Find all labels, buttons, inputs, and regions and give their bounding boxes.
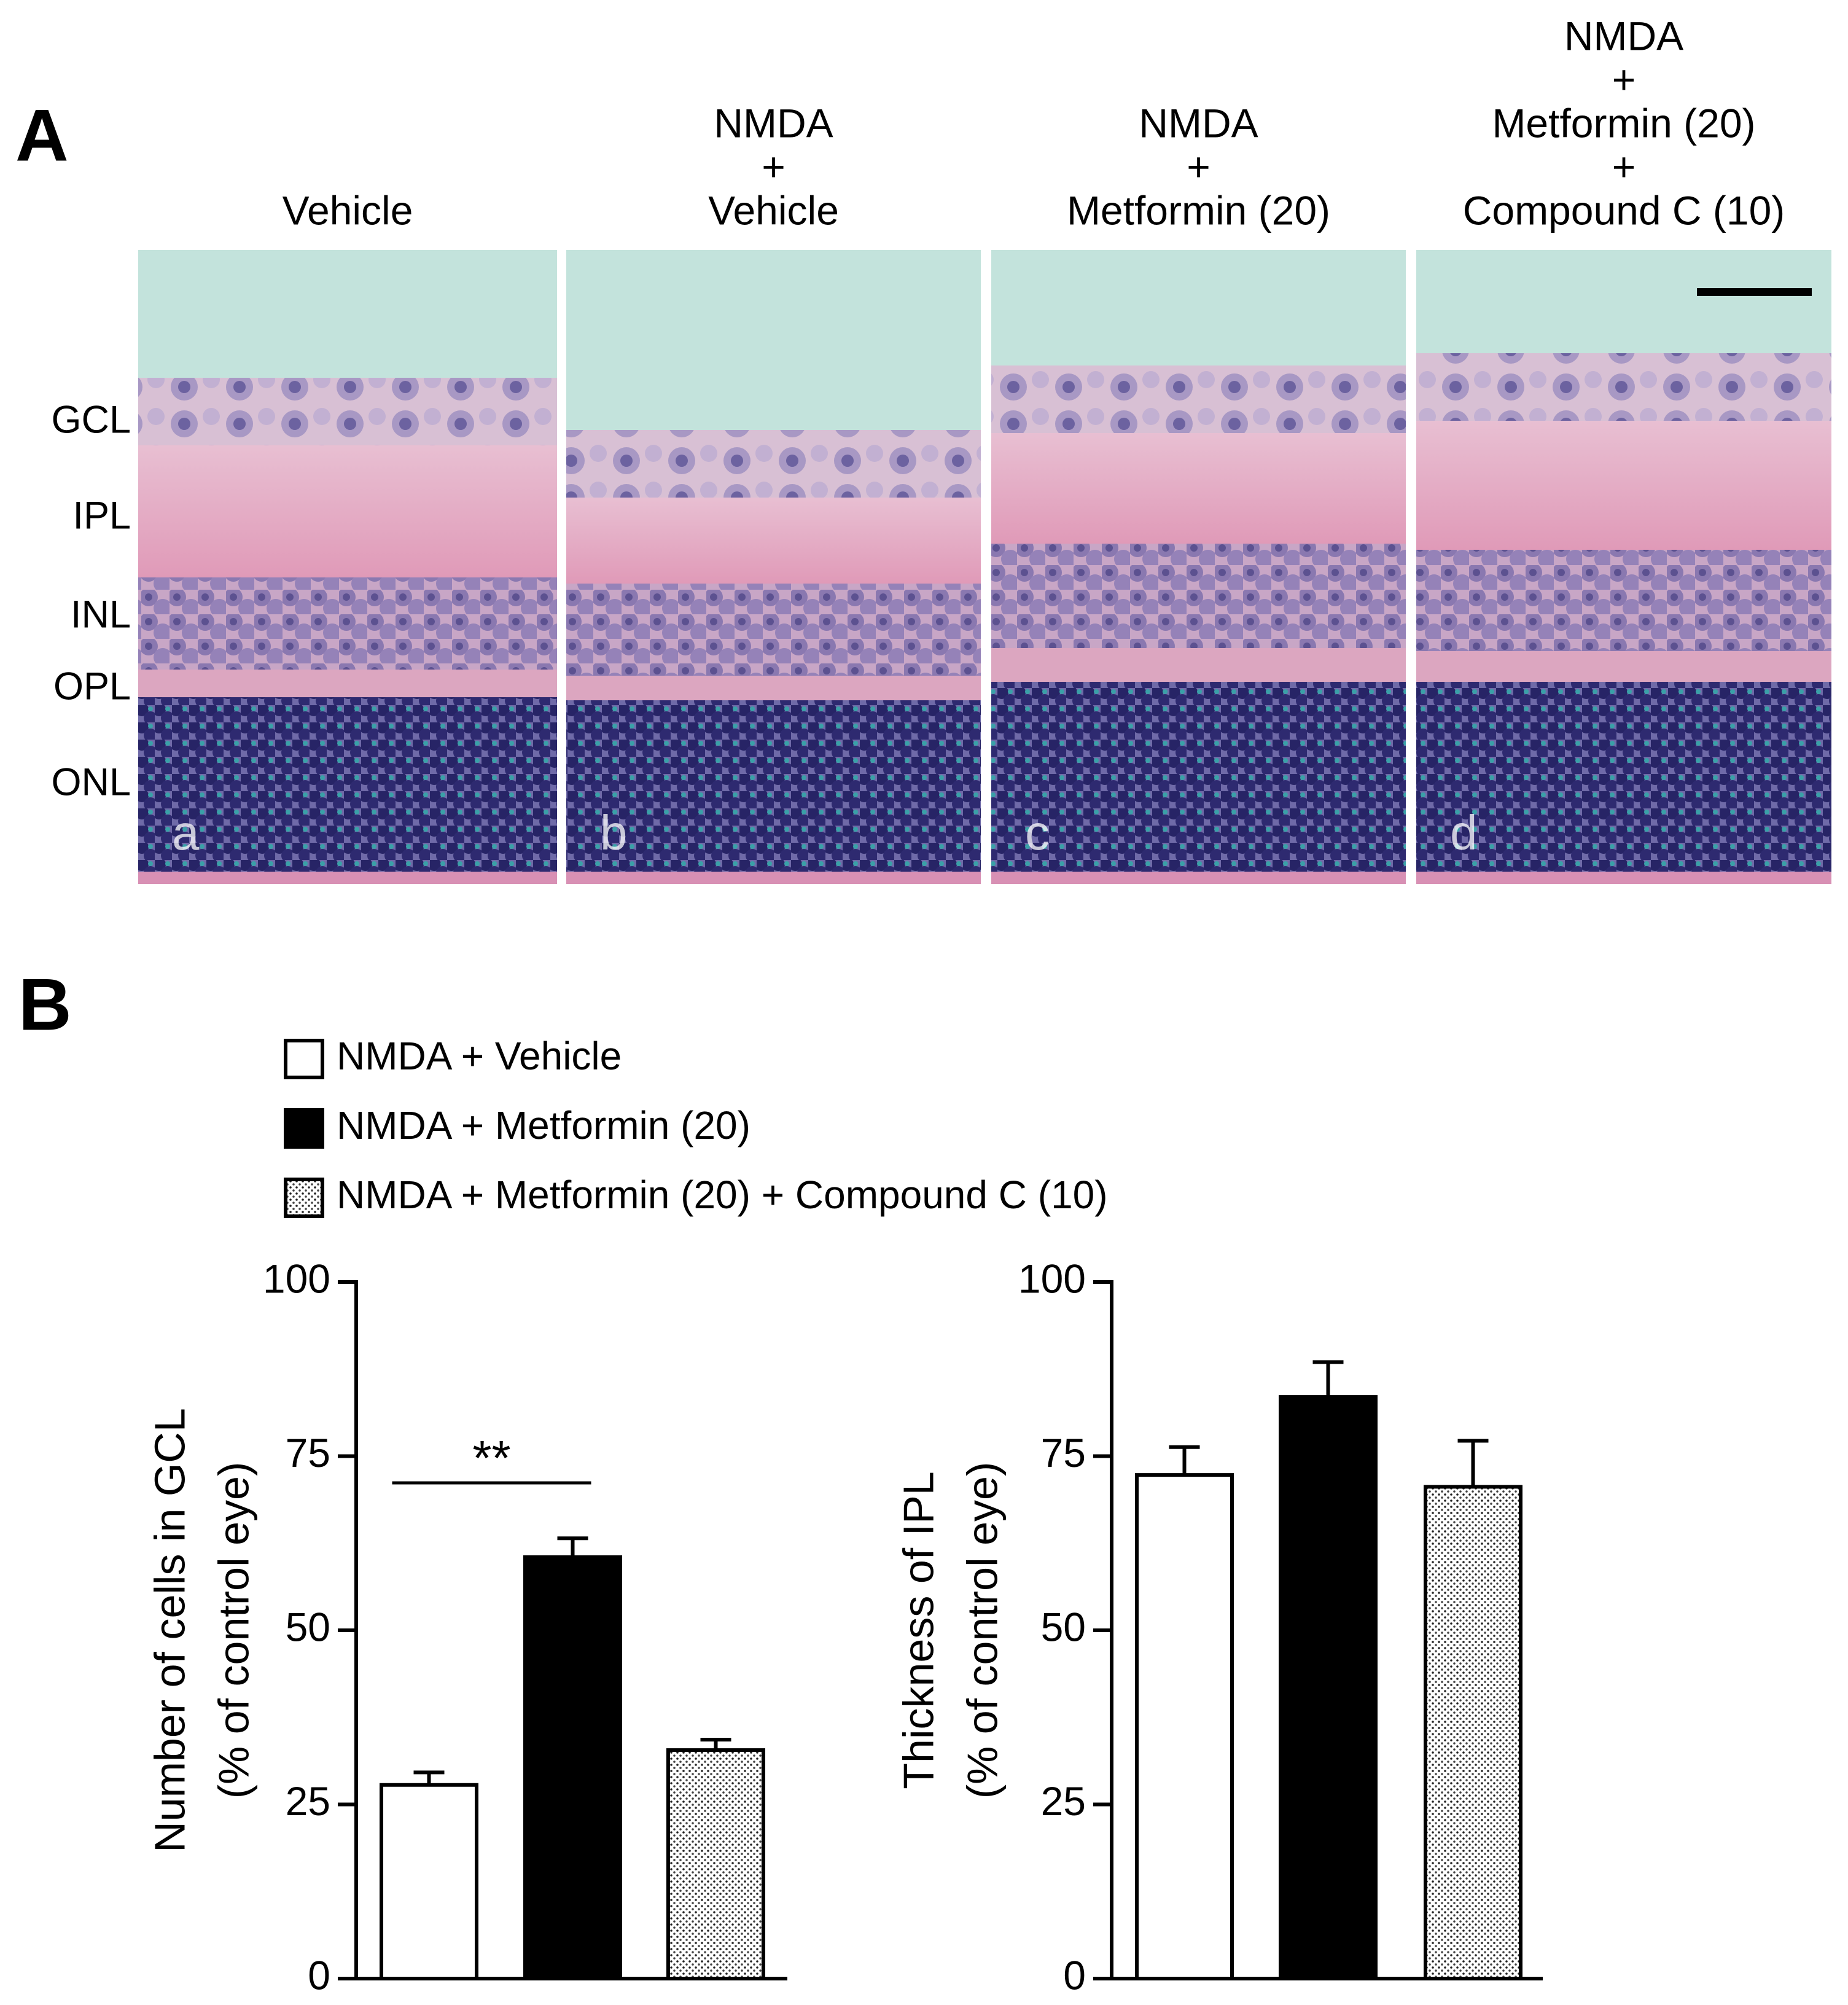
y-axis-label: Number of cells in GCL	[146, 1408, 193, 1853]
micrograph	[991, 250, 1406, 884]
y-tick-label: 100	[263, 1256, 330, 1301]
vitreous	[1416, 250, 1831, 353]
y-tick-label: 0	[1063, 1952, 1086, 1998]
inl-layer	[566, 584, 981, 676]
column-header: +	[762, 144, 786, 189]
panel-label: A	[15, 95, 69, 177]
panel-letter: a	[172, 805, 200, 860]
column-header: NMDA	[1564, 13, 1683, 58]
onl-layer	[991, 682, 1406, 872]
panel-letter: b	[600, 805, 628, 860]
panel-letter: c	[1025, 805, 1050, 860]
column-header: Metformin (20)	[1067, 187, 1330, 233]
onl-layer	[138, 697, 557, 872]
opl-layer	[1416, 651, 1831, 682]
gcl-layer	[991, 365, 1406, 433]
ipl-layer	[991, 433, 1406, 544]
y-axis-label: (% of control eye)	[958, 1462, 1006, 1799]
layer-label: GCL	[51, 399, 131, 442]
ipl-layer	[138, 445, 557, 577]
opl-layer	[566, 676, 981, 700]
bar	[380, 1783, 478, 1981]
column-header: +	[1187, 144, 1211, 189]
legend-label: NMDA + Vehicle	[337, 1034, 622, 1078]
legend-label: NMDA + Metformin (20)	[337, 1103, 751, 1147]
layer-label: OPL	[53, 665, 131, 708]
vitreous	[138, 250, 557, 378]
column-header: NMDA	[1139, 100, 1258, 146]
panel-letter: d	[1450, 805, 1478, 860]
onl-layer	[566, 700, 981, 872]
inl-layer	[991, 544, 1406, 648]
y-tick-label: 50	[1041, 1604, 1086, 1649]
layer-label: INL	[71, 593, 131, 636]
column-header: Vehicle	[283, 187, 413, 233]
gcl-layer	[1416, 353, 1831, 421]
y-tick-label: 100	[1018, 1256, 1086, 1301]
opl-layer	[138, 670, 557, 697]
ipl-layer	[1416, 421, 1831, 550]
inl-layer	[1416, 550, 1831, 651]
micrograph	[566, 250, 981, 884]
micrograph	[1416, 250, 1831, 884]
column-header: +	[1612, 57, 1636, 102]
y-tick-label: 50	[286, 1604, 330, 1649]
column-header: Vehicle	[708, 187, 839, 233]
outer-segment	[566, 872, 981, 884]
scale-bar	[1697, 288, 1812, 296]
column-header: Compound C (10)	[1463, 187, 1785, 233]
inl-layer	[138, 577, 557, 670]
y-tick-label: 75	[1041, 1430, 1086, 1475]
y-axis-label: Thickness of IPL	[894, 1471, 942, 1789]
legend-swatch	[284, 1178, 324, 1218]
gcl-layer	[138, 378, 557, 445]
bar	[523, 1555, 622, 1980]
layer-label: ONL	[51, 761, 131, 804]
micrograph	[138, 250, 557, 884]
y-tick-label: 25	[286, 1778, 330, 1824]
column-header: NMDA	[714, 100, 833, 146]
legend-swatch	[284, 1039, 324, 1079]
bar	[1279, 1395, 1378, 1981]
y-tick-label: 75	[286, 1430, 330, 1475]
vitreous	[566, 250, 981, 430]
bar	[1424, 1485, 1522, 1980]
column-header: Metformin (20)	[1492, 100, 1755, 146]
bar	[666, 1748, 765, 1981]
outer-segment	[991, 872, 1406, 884]
panel-label: B	[18, 964, 72, 1046]
legend-label: NMDA + Metformin (20) + Compound C (10)	[337, 1173, 1108, 1217]
outer-segment	[138, 872, 557, 884]
significance-label: **	[472, 1431, 510, 1485]
column-header: +	[1612, 144, 1636, 189]
onl-layer	[1416, 682, 1831, 872]
bar	[1135, 1473, 1234, 1980]
outer-segment	[1416, 872, 1831, 884]
gcl-layer	[566, 430, 981, 498]
legend-swatch	[284, 1108, 324, 1149]
y-tick-label: 25	[1041, 1778, 1086, 1824]
ipl-layer	[566, 498, 981, 584]
y-axis-label: (% of control eye)	[209, 1462, 257, 1799]
y-tick-label: 0	[308, 1952, 330, 1998]
opl-layer	[991, 648, 1406, 682]
vitreous	[991, 250, 1406, 365]
layer-label: IPL	[72, 494, 131, 537]
